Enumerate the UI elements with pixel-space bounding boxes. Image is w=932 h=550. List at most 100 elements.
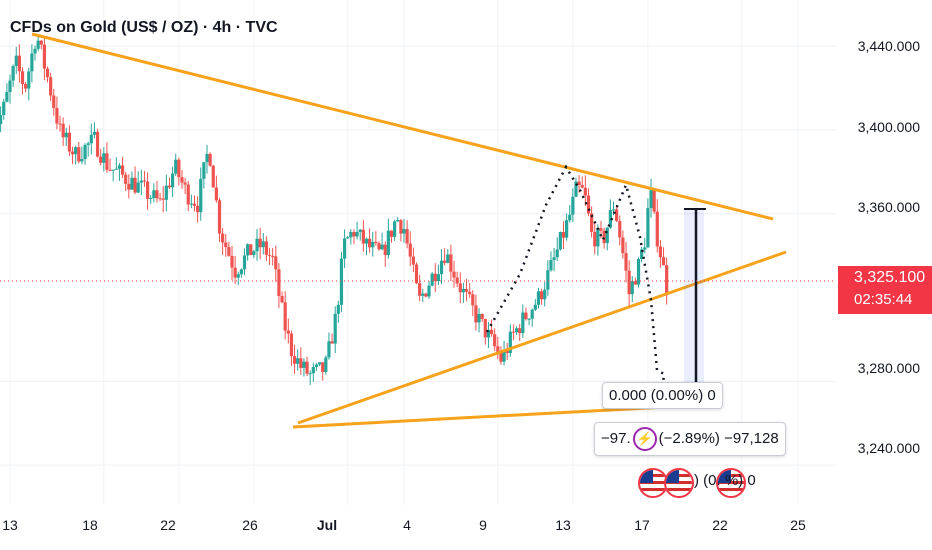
candle-down <box>577 181 581 186</box>
candle-up <box>521 312 525 334</box>
candle-up <box>346 237 350 239</box>
candle-up <box>565 220 569 238</box>
candle-down <box>411 256 415 265</box>
candle-up <box>327 341 331 358</box>
candle-down <box>627 270 631 295</box>
candle-up <box>349 232 353 238</box>
candle-down <box>227 247 231 256</box>
candle-down <box>633 281 637 285</box>
candle-up <box>308 373 312 375</box>
candle-down <box>505 350 509 353</box>
candle-up <box>130 177 134 190</box>
candle-up <box>117 165 122 169</box>
candle-down <box>483 318 487 338</box>
candle-down <box>511 331 516 333</box>
candle-down <box>283 302 287 331</box>
candle-down <box>108 169 112 171</box>
candle-up <box>136 182 140 193</box>
candle-up <box>552 257 556 261</box>
us-flag-icon[interactable] <box>664 468 694 498</box>
x-tick-label: 17 <box>634 517 650 533</box>
candle-up <box>649 190 653 208</box>
candle-down <box>221 233 225 243</box>
us-flag-icon[interactable] <box>716 468 746 498</box>
candle-down <box>208 153 212 166</box>
candle-up <box>427 285 431 297</box>
candle-down <box>70 151 75 155</box>
candle-down <box>20 71 25 84</box>
x-tick-label: 4 <box>403 517 411 533</box>
candle-down <box>292 356 297 364</box>
x-tick-label: 25 <box>790 517 806 533</box>
candle-down <box>602 230 606 244</box>
candle-down <box>389 230 394 237</box>
measure-label-range[interactable]: −97. ⚡ (−2.89%) −97,128 <box>594 422 786 456</box>
candle-down <box>599 228 603 231</box>
candle-down <box>361 229 365 244</box>
measure-label-top[interactable]: 0.000 (0.00%) 0 <box>602 382 723 409</box>
candle-down <box>180 177 184 183</box>
candle-up <box>92 131 97 135</box>
candle-down <box>39 40 43 45</box>
candle-up <box>571 196 575 215</box>
candle-down <box>120 165 125 175</box>
candle-down <box>524 312 528 320</box>
candle-up <box>439 260 444 275</box>
candle-up <box>174 159 178 174</box>
candle-up <box>355 231 359 237</box>
candle-down <box>418 283 422 296</box>
candle-up <box>421 293 425 296</box>
candle-down <box>652 190 656 212</box>
candle-down <box>258 238 262 248</box>
candle-down <box>196 205 200 213</box>
candle-up <box>555 249 559 258</box>
candle-down <box>624 253 628 271</box>
candle-up <box>558 232 562 250</box>
candle-down <box>183 182 187 185</box>
candle-down <box>480 313 484 319</box>
candle-down <box>124 174 128 184</box>
candle-up <box>11 66 15 81</box>
candle-up <box>14 55 18 67</box>
candle-up <box>74 147 78 155</box>
candle-up <box>502 350 506 362</box>
candle-down <box>217 200 222 234</box>
candle-up <box>636 258 641 285</box>
event-label-text: ) (0. %) 0 <box>694 472 756 489</box>
candle-down <box>305 361 309 374</box>
candle-up <box>102 153 106 163</box>
candle-down <box>286 330 290 334</box>
candle-down <box>24 83 28 89</box>
candle-down <box>17 55 21 72</box>
candle-up <box>546 270 550 290</box>
candle-up <box>202 162 206 179</box>
candle-up <box>608 209 612 228</box>
candle-up <box>152 190 156 199</box>
candle-up <box>5 92 9 102</box>
candle-up <box>199 178 203 213</box>
candle-up <box>640 249 644 259</box>
candle-down <box>449 254 453 272</box>
candle-down <box>374 241 378 244</box>
candle-down <box>661 257 666 266</box>
candle-up <box>536 291 541 305</box>
candle-down <box>658 246 663 258</box>
candle-up <box>333 313 337 344</box>
candle-down <box>49 77 53 96</box>
candle-up <box>611 209 616 211</box>
candle-up <box>255 238 259 252</box>
y-tick-label: 3,280.000 <box>857 360 920 376</box>
candle-down <box>368 238 372 248</box>
candle-down <box>399 220 403 234</box>
candle-up <box>36 40 40 49</box>
candle-down <box>586 195 591 214</box>
last-price-tag: 3,325.100 02:35:44 <box>838 266 932 314</box>
candle-down <box>264 241 269 255</box>
candle-up <box>596 228 600 247</box>
candle-down <box>99 156 103 163</box>
candle-up <box>311 367 315 374</box>
candle-up <box>574 181 578 197</box>
candle-up <box>568 214 572 221</box>
candle-down <box>277 269 281 297</box>
